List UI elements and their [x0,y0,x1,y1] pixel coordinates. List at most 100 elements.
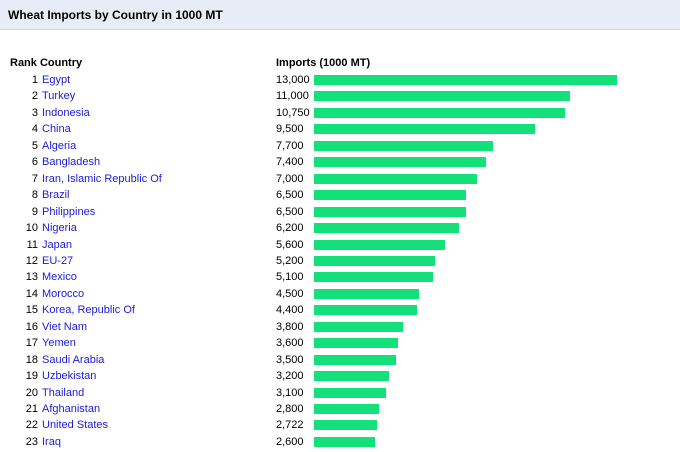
import-value-label: 10,750 [276,106,310,119]
import-value-label: 9,500 [276,123,304,136]
import-bar [314,354,396,365]
import-value-label: 5,200 [276,254,304,267]
import-bar [314,338,398,349]
table-row: 4 China 9,500 [0,122,680,138]
import-bar [314,387,386,398]
country-link[interactable]: Afghanistan [42,403,101,415]
chart-title: Wheat Imports by Country in 1000 MT [8,8,223,22]
country-link[interactable]: Yemen [42,337,76,350]
country-link[interactable]: Viet Nam [42,320,88,333]
import-bar [314,239,445,250]
country-link[interactable]: Nigeria [42,222,77,235]
rank-number: 8 [31,189,38,202]
rank-number: 15 [25,304,38,317]
import-bar [314,255,435,266]
import-value-label: 5,100 [276,271,304,284]
import-value-label: 6,500 [276,189,304,202]
table-row: 17 Yemen 3,600 [0,336,680,352]
country-link[interactable]: Bangladesh [42,156,101,169]
table-row: 12 EU-27 5,200 [0,254,680,270]
country-link[interactable]: Saudi Arabia [42,353,105,366]
rank-number: 17 [25,337,38,350]
table-row: 3 Indonesia 10,750 [0,106,680,122]
import-value-label: 6,200 [276,222,304,235]
country-link[interactable]: Philippines [42,205,96,218]
rank-number: 3 [31,106,38,119]
table-row: 6 Bangladesh 7,400 [0,155,680,171]
table-row: 1 Egypt 13,000 [0,73,680,89]
country-link[interactable]: Algeria [42,139,77,152]
import-bar [314,420,377,431]
import-value-label: 3,200 [276,370,304,383]
import-bar [314,140,493,151]
rank-number: 2 [31,90,38,103]
import-value-label: 3,500 [276,353,304,366]
country-link[interactable]: China [42,123,71,136]
table-row: 10 Nigeria 6,200 [0,221,680,237]
rank-number: 20 [25,386,38,399]
table-row: 20 Thailand 3,100 [0,386,680,402]
table-row: 19 Uzbekistan 3,200 [0,369,680,385]
country-link[interactable]: Korea, Republic Of [42,304,135,317]
rank-number: 7 [31,172,38,185]
import-value-label: 7,400 [276,156,304,169]
import-value-label: 2,600 [276,435,304,448]
import-value-label: 7,700 [276,139,304,152]
rank-number: 13 [25,271,38,284]
table-row: 5 Algeria 7,700 [0,139,680,155]
import-value-label: 4,500 [276,287,304,300]
country-link[interactable]: United States [42,419,109,432]
rank-number: 19 [25,370,38,383]
import-bar [314,124,535,135]
table-row: 11 Japan 5,600 [0,238,680,254]
rank-country-header: Rank Country [10,57,83,69]
import-bar [314,107,565,118]
import-bar [314,91,570,102]
import-value-label: 3,800 [276,320,304,333]
table-row: 22 United States 2,722 [0,418,680,434]
rank-number: 23 [25,435,38,448]
import-value-label: 3,600 [276,337,304,350]
import-bar [314,436,375,447]
rank-number: 9 [31,205,38,218]
import-bar [314,75,617,85]
country-link[interactable]: Egypt [42,74,71,86]
country-link[interactable]: Thailand [42,386,85,399]
import-bar [314,321,403,332]
country-link[interactable]: Turkey [42,90,76,103]
table-row: 23 Iraq 2,600 [0,435,680,451]
table-row: 13 Mexico 5,100 [0,270,680,286]
import-value-label: 11,000 [276,90,309,103]
country-link[interactable]: Mexico [42,271,77,284]
table-row: 14 Morocco 4,500 [0,287,680,303]
country-link[interactable]: Brazil [42,189,70,202]
table-row: 16 Viet Nam 3,800 [0,320,680,336]
rank-number: 4 [31,123,38,136]
rank-number: 16 [25,320,38,333]
rank-number: 12 [25,254,38,267]
country-link[interactable]: Japan [42,238,72,251]
import-bar [314,305,417,316]
imports-header: Imports (1000 MT) [276,57,371,69]
import-bar [314,371,389,382]
import-bar [314,272,433,283]
table-row: 15 Korea, Republic Of 4,400 [0,303,680,319]
import-bar [314,157,486,168]
import-value-label: 2,722 [276,419,304,432]
import-value-label: 7,000 [276,172,304,185]
table-row: 18 Saudi Arabia 3,500 [0,353,680,369]
table-row: 9 Philippines 6,500 [0,205,680,221]
title-bar: Wheat Imports by Country in 1000 MT [0,0,680,30]
country-link[interactable]: Morocco [42,287,85,300]
import-value-label: 4,400 [276,304,304,317]
table-row: 2 Turkey 11,000 [0,89,680,105]
country-link[interactable]: Uzbekistan [42,370,97,383]
import-value-label: 5,600 [276,238,304,251]
rank-number: 18 [25,353,38,366]
rank-number: 14 [25,287,38,300]
country-link[interactable]: EU-27 [42,254,74,267]
country-link[interactable]: Iraq [42,435,61,448]
country-link[interactable]: Iran, Islamic Republic Of [42,172,162,185]
country-link[interactable]: Indonesia [42,106,90,119]
import-bar [314,173,477,184]
